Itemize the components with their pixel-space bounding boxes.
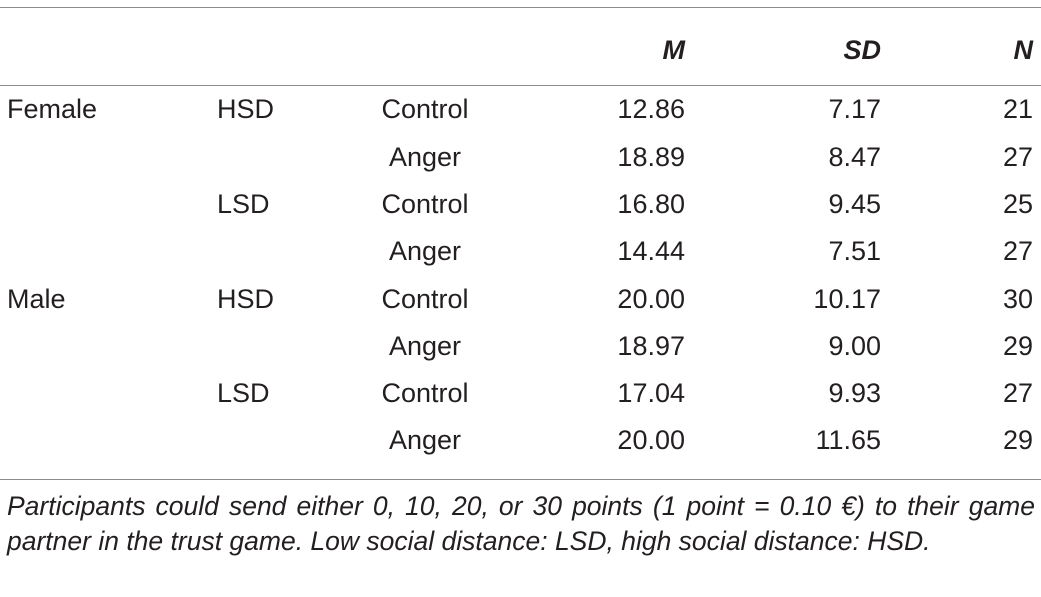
table-row: LSD Control 16.80 9.45 25 [0,181,1041,228]
cell-mean: 14.44 [617,236,685,267]
cell-sd: 8.47 [828,142,881,173]
cell-distance [160,417,325,464]
table-header-rule [0,85,1041,86]
cell-sd: 9.93 [828,378,881,409]
cell-condition: Control [381,283,469,314]
table-row: Anger 18.89 8.47 27 [0,134,1041,181]
cell-n: 29 [1002,330,1033,361]
header-mean: M [662,35,686,65]
cell-sd: 9.00 [828,330,881,361]
table-header-row: M SD N [0,16,1041,85]
header-distance [160,16,325,85]
header-sex [0,16,160,85]
cell-sex: Female [7,94,98,124]
cell-condition: Anger [388,236,462,267]
cell-n: 27 [1002,236,1033,267]
table-row: LSD Control 17.04 9.93 27 [0,370,1041,417]
cell-n: 21 [1002,94,1033,124]
cell-condition: Anger [388,330,462,361]
cell-mean: 20.00 [617,283,685,314]
cell-sex [0,134,160,181]
cell-sex [0,181,160,228]
table-row: Anger 14.44 7.51 27 [0,228,1041,275]
cell-mean: 18.97 [617,330,685,361]
cell-sd: 7.51 [828,236,881,267]
cell-n: 27 [1002,378,1033,409]
header-sd: SD [843,35,881,65]
cell-mean: 20.00 [617,425,685,456]
table-row: Anger 20.00 11.65 29 [0,417,1041,464]
cell-n: 29 [1002,425,1033,456]
cell-sd: 7.17 [828,94,881,124]
cell-sex [0,323,160,370]
cell-mean: 16.80 [617,189,685,220]
table-footnote: Participants could send either 0, 10, 20… [7,491,1035,556]
table-row: Anger 18.97 9.00 29 [0,323,1041,370]
cell-sd: 9.45 [828,189,881,220]
cell-distance [160,134,325,181]
header-condition [325,16,525,85]
header-n: N [1013,35,1034,65]
cell-distance: LSD [217,378,270,409]
table-bottom-rule [0,479,1041,480]
cell-n: 25 [1002,189,1033,220]
table-row: Male HSD Control 20.00 10.17 30 [0,276,1041,323]
results-table: M SD N Female HSD Control 12.86 7.17 21 … [0,16,1041,464]
cell-condition: Control [381,94,469,124]
cell-sex [0,370,160,417]
cell-distance: LSD [217,189,270,220]
cell-n: 30 [1002,283,1033,314]
table-top-rule [0,7,1041,8]
cell-distance: HSD [217,94,275,124]
cell-distance [160,228,325,275]
cell-condition: Control [381,189,469,220]
cell-condition: Anger [388,425,462,456]
cell-mean: 12.86 [617,94,685,124]
cell-distance [160,323,325,370]
cell-distance: HSD [217,283,275,314]
cell-condition: Anger [388,142,462,173]
cell-mean: 17.04 [617,378,685,409]
cell-sex: Male [7,283,66,314]
cell-sex [0,417,160,464]
cell-sd: 10.17 [813,283,881,314]
table-row: Female HSD Control 12.86 7.17 21 [0,85,1041,134]
cell-sex [0,228,160,275]
cell-n: 27 [1002,142,1033,173]
cell-sd: 11.65 [815,425,881,456]
cell-mean: 18.89 [617,142,685,173]
cell-condition: Control [381,378,469,409]
